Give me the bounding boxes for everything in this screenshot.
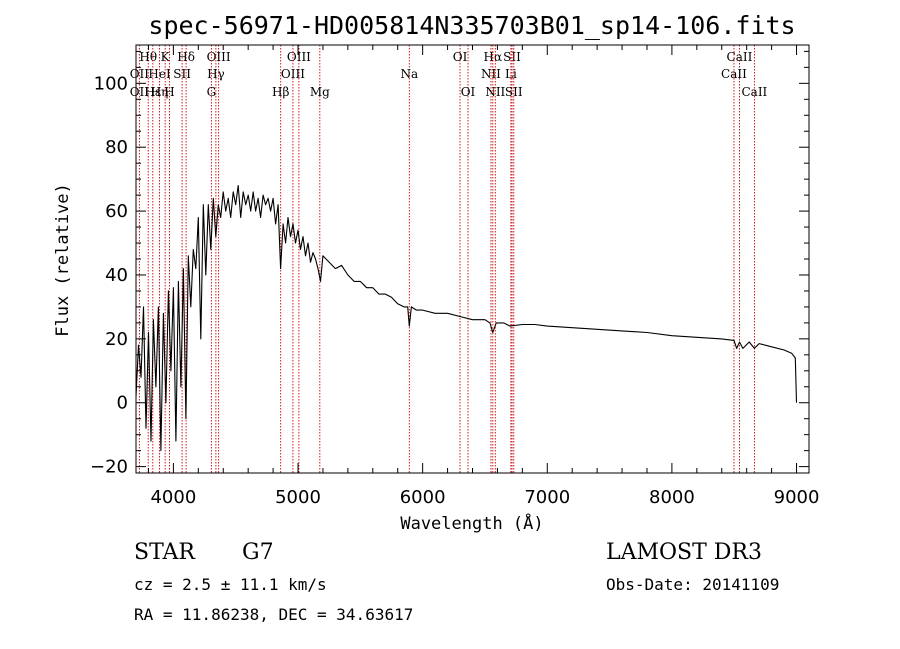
line-label: G <box>207 85 217 99</box>
x-tick-label: 9000 <box>774 487 820 508</box>
line-label: Hε <box>144 85 161 99</box>
line-label: Hθ <box>139 50 157 64</box>
line-label: Na <box>400 67 418 81</box>
line-label: CaII <box>721 67 747 81</box>
line-label: NII <box>485 85 505 99</box>
line-label: NII <box>481 67 501 81</box>
x-axis-label: Wavelength (Å) <box>400 512 543 534</box>
line-label: K <box>161 50 171 64</box>
y-axis-label: Flux (relative) <box>53 183 73 337</box>
line-label: H <box>164 85 174 99</box>
line-label: Hγ <box>207 67 225 81</box>
line-label: SII <box>173 67 191 81</box>
spectrum-line <box>135 184 798 452</box>
object-subclass: G7 <box>242 540 274 565</box>
line-label: Hα <box>484 50 503 64</box>
line-label: OI <box>461 85 476 99</box>
x-tick-label: 6000 <box>400 487 446 508</box>
survey-name: LAMOST DR3 <box>606 540 762 565</box>
y-tick-label: −20 <box>90 457 128 478</box>
x-tick-label: 4000 <box>150 487 196 508</box>
coordinates: RA = 11.86238, DEC = 34.63617 <box>134 605 413 624</box>
line-label: OIII <box>207 50 231 64</box>
y-tick-label: 20 <box>105 329 128 350</box>
line-label: OII <box>130 67 150 81</box>
line-label: SII <box>503 50 521 64</box>
y-tick-label: 0 <box>117 393 128 414</box>
line-label: Mg <box>310 85 330 99</box>
x-tick-label: 8000 <box>649 487 695 508</box>
line-label: Hβ <box>272 85 289 99</box>
y-tick-label: 40 <box>105 265 128 286</box>
observation-date: Obs-Date: 20141109 <box>606 575 779 594</box>
y-tick-label: 60 <box>105 201 128 222</box>
y-tick-label: 100 <box>94 73 128 94</box>
line-label: Hη <box>151 85 169 99</box>
line-label: OII <box>130 85 150 99</box>
y-tick-label: 80 <box>105 137 128 158</box>
line-label: Li <box>505 67 517 81</box>
line-label: Hδ <box>177 50 195 64</box>
line-label: OIII <box>281 67 305 81</box>
x-tick-label: 7000 <box>524 487 570 508</box>
redshift-info: cz = 2.5 ± 11.1 km/s <box>134 575 327 594</box>
line-label: SII <box>505 85 523 99</box>
chart-title: spec-56971-HD005814N335703B01_sp14-106.f… <box>148 11 795 40</box>
y-axis: −20 0 20 40 60 80 100 <box>90 50 809 478</box>
plot-frame <box>135 44 810 474</box>
line-label: CaII <box>741 85 767 99</box>
x-tick-label: 5000 <box>275 487 321 508</box>
line-label: HeI <box>148 67 171 81</box>
line-label: OIII <box>287 50 311 64</box>
object-class: STAR <box>134 540 196 565</box>
line-label: CaII <box>727 50 753 64</box>
line-label: OI <box>453 50 468 64</box>
x-axis: 4000 5000 6000 7000 8000 9000 <box>147 45 820 508</box>
